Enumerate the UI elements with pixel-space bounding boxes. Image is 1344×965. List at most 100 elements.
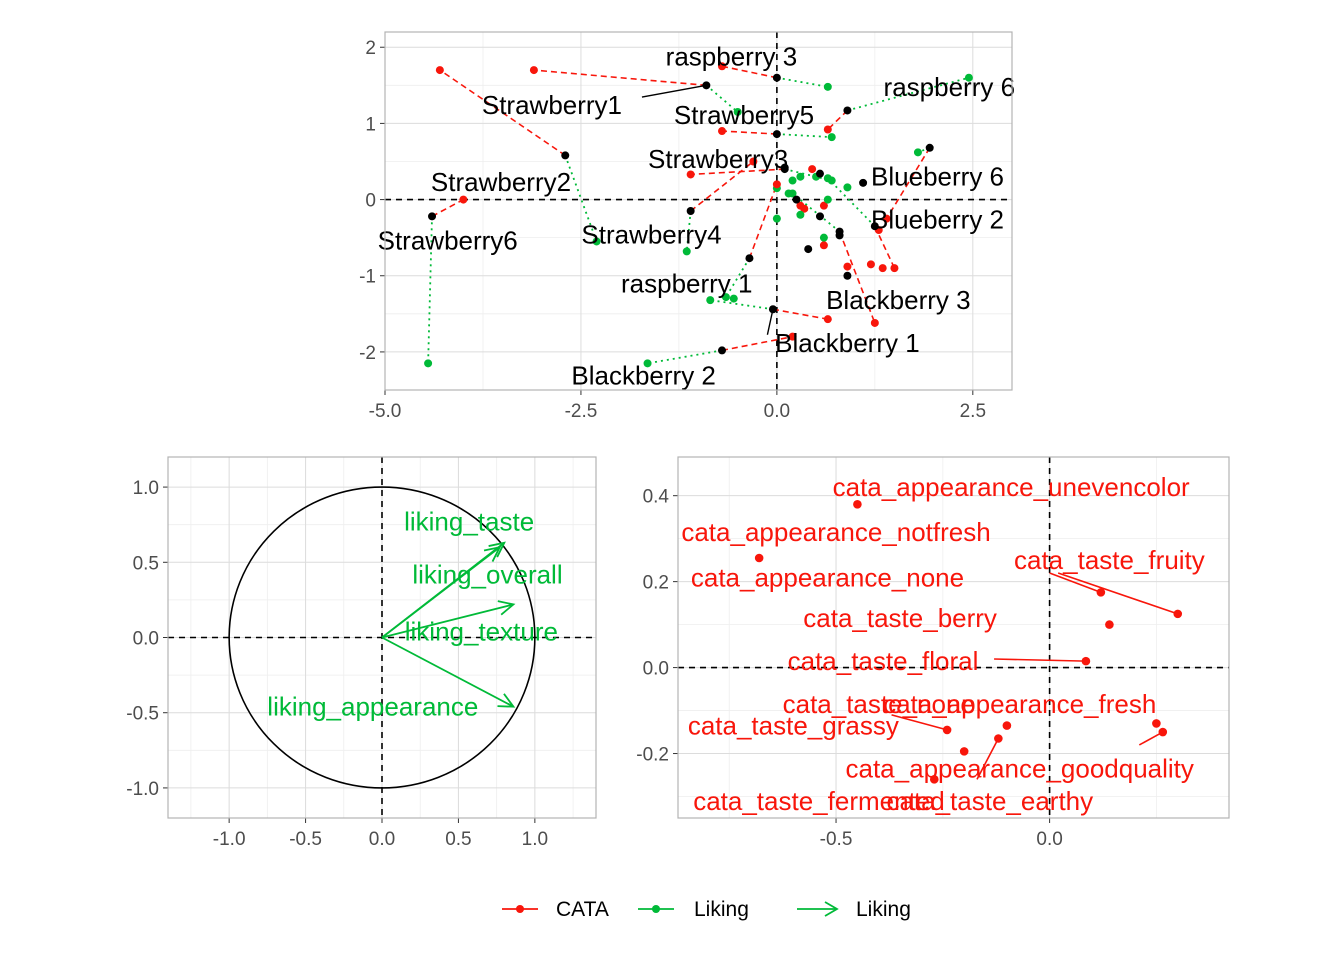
liking-connector-line [710, 299, 774, 311]
cata-point [686, 170, 695, 179]
cata-attribute-label: cata_appearance_none [691, 562, 964, 592]
liking-connector-line [776, 76, 828, 88]
cata-connector-line [690, 168, 785, 176]
product-label: Strawberry6 [378, 226, 518, 256]
cata-connector-line [439, 69, 566, 157]
cata-point [843, 262, 852, 271]
mean-point [815, 212, 824, 221]
cata-attribute-point [754, 553, 764, 563]
product-label: Blackberry 2 [571, 361, 716, 391]
liking-arrow-label: liking_overall [412, 559, 562, 589]
liking-point [721, 293, 730, 302]
cata-attribute-point [929, 775, 939, 784]
cata-point [718, 62, 727, 71]
y-tick-label: 0.2 [643, 573, 669, 594]
cata-point [435, 66, 444, 75]
attribute-leader-line [1049, 572, 1102, 594]
mean-point [792, 195, 801, 204]
legend-label: Liking [694, 898, 749, 921]
liking-point [592, 237, 601, 246]
attribute-leader-line [1138, 731, 1164, 746]
loading-arrow-head [483, 545, 502, 562]
panel-border [677, 456, 1230, 819]
attribute-leader-line [994, 658, 1086, 662]
cata-attribute-label: cata_appearance_unevencolor [833, 472, 1190, 502]
y-tick-label: 1 [365, 114, 376, 135]
cata-connector-line [838, 231, 876, 324]
liking-connector-line [791, 192, 841, 233]
liking-point [823, 195, 832, 204]
product-label: Strawberry2 [431, 167, 571, 197]
cata-point [823, 125, 832, 134]
legend-key-arrow-head [824, 901, 839, 917]
liking-point [796, 172, 805, 181]
cata-attribute-label: cata_taste_grassy [688, 711, 899, 741]
mean-point [843, 271, 852, 280]
cata-point [788, 332, 797, 341]
panel-border [384, 31, 1013, 391]
product-label: Blackberry 1 [775, 328, 920, 358]
cata-point [882, 214, 891, 223]
x-tick-label: 0.0 [369, 829, 395, 850]
cata-attribute-point [1002, 721, 1012, 730]
cata-connector-line [721, 130, 777, 135]
cata-point [749, 157, 758, 166]
legend-label: CATA [556, 898, 609, 921]
cata-attribute-label: cata_appearance_notfresh [681, 517, 990, 547]
loading-arrow-line [381, 603, 514, 639]
cata-connector-line [827, 109, 848, 131]
attribute-leader-line [1057, 572, 1179, 615]
product-label: Strawberry3 [648, 144, 788, 174]
cata-connector-line [690, 160, 754, 212]
cata-attribute-point [942, 725, 952, 735]
liking-arrow-label: liking_texture [405, 616, 558, 646]
attribute-leader-line [976, 738, 1000, 780]
label-leader-line [641, 84, 707, 98]
legend-label: Liking [856, 898, 911, 921]
liking-point [823, 82, 832, 91]
liking-point [788, 176, 797, 185]
cata-point [878, 264, 887, 273]
cata-connector-line [748, 184, 778, 259]
liking-point [733, 107, 742, 116]
liking-point [682, 247, 691, 256]
liking-correlation-circle-panel: -1.0 -0.5 0.0 0.5 1.0 -1.0 -0.5 0.0 0.5 1.0 liking… [126, 456, 597, 850]
liking-point [643, 359, 652, 368]
panel-border [167, 456, 597, 819]
cata-point [870, 318, 879, 327]
loading-arrow-head [497, 693, 516, 708]
product-label: Strawberry4 [581, 220, 721, 250]
label-leader-line [766, 309, 774, 335]
x-tick-label: -5.0 [369, 401, 402, 422]
y-tick-label: 2 [365, 38, 376, 59]
cata-point [529, 66, 538, 75]
y-tick-label: 0.0 [133, 629, 159, 650]
x-tick-label: 2.5 [960, 401, 986, 422]
cata-attribute-label: cata_taste_berry [803, 603, 997, 633]
cata-attribute-label: cata_taste_fermented [693, 786, 945, 816]
x-tick-label: 1.0 [522, 829, 548, 850]
cata-point [823, 315, 832, 324]
mean-point [561, 151, 570, 160]
x-tick-label: 0.0 [764, 401, 790, 422]
cata-attribute-label: cata_appearance_fresh [883, 689, 1156, 719]
mean-point [428, 212, 437, 221]
cata-point [890, 264, 899, 273]
products-map-panel: -5.0 -2.5 0.0 2.5 -2 -1 0 1 2 Strawberry1 Strawber… [359, 31, 1015, 422]
y-tick-label: -0.5 [126, 704, 159, 725]
product-label: Strawberry1 [482, 90, 622, 120]
liking-connector-line [725, 257, 751, 298]
panel-background [678, 457, 1229, 818]
y-tick-label: -2 [359, 343, 376, 364]
loading-arrow-head [488, 541, 506, 558]
product-label: Blueberry 2 [871, 204, 1004, 234]
mean-point [804, 245, 813, 254]
cata-point [772, 180, 781, 189]
cata-point [800, 204, 809, 213]
x-tick-label: 0.5 [445, 829, 471, 850]
mean-point [772, 130, 781, 139]
liking-point [823, 174, 832, 183]
y-tick-label: 0.0 [643, 659, 669, 680]
mean-point [859, 178, 868, 187]
